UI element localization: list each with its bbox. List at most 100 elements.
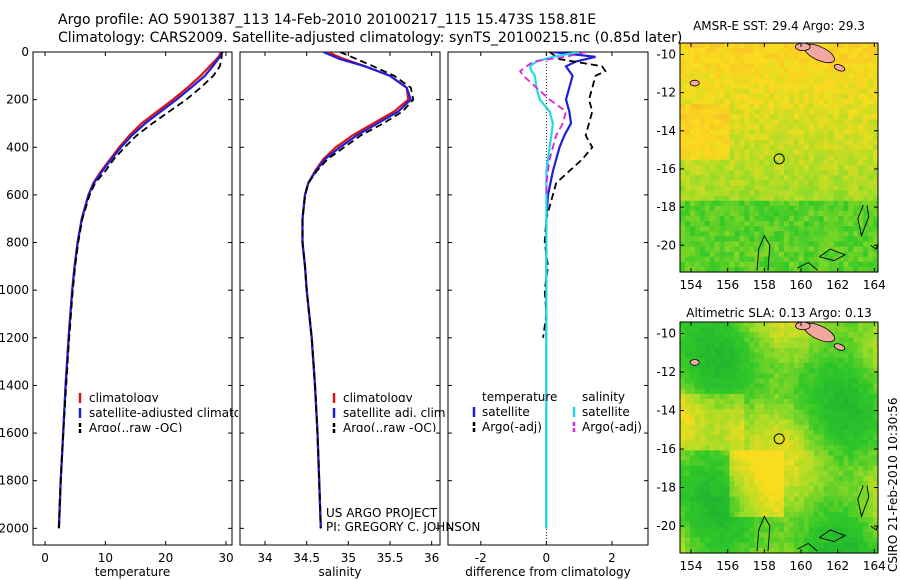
heatmap-cell: [749, 470, 755, 477]
heatmap-cell: [739, 547, 745, 554]
heatmap-cell: [759, 527, 765, 534]
heatmap-cell: [769, 104, 775, 110]
heatmap-cell: [858, 429, 864, 436]
heatmap-cell: [739, 511, 745, 518]
heatmap-cell: [848, 460, 854, 467]
heatmap-cell: [694, 139, 701, 146]
heatmap-cell: [689, 506, 696, 513]
heatmap-cell: [714, 368, 721, 374]
heatmap-cell: [823, 261, 830, 268]
heatmap-cell: [694, 124, 701, 131]
heatmap-cell: [858, 327, 864, 333]
heatmap-cell: [853, 357, 859, 364]
heatmap-cell: [818, 465, 825, 472]
heatmap-cell: [798, 388, 805, 395]
heatmap-cell: [759, 175, 765, 181]
heatmap-cell: [759, 236, 765, 243]
heatmap-cell: [714, 481, 721, 487]
heatmap-cell: [709, 93, 716, 100]
heatmap-cell: [783, 63, 790, 70]
heatmap-cell: [704, 409, 711, 415]
heatmap-cell: [798, 393, 805, 400]
heatmap-cell: [803, 175, 810, 181]
heatmap-cell: [729, 337, 736, 344]
heatmap-cell: [689, 221, 696, 227]
heatmap-cell: [873, 393, 879, 400]
heatmap-cell: [749, 190, 755, 197]
heatmap-cell: [818, 236, 825, 243]
heatmap-cell: [793, 48, 800, 54]
heatmap-cell: [853, 210, 859, 217]
heatmap-cell: [868, 378, 874, 385]
heatmap-cell: [818, 547, 825, 554]
heatmap-cell: [759, 73, 765, 80]
heatmap-cell: [739, 175, 745, 181]
heatmap-cell: [749, 322, 755, 328]
heatmap-cell: [769, 465, 775, 472]
heatmap-cell: [709, 205, 716, 212]
heatmap-cell: [813, 476, 820, 482]
heatmap-cell: [833, 532, 839, 539]
heatmap-cell: [873, 399, 879, 405]
heatmap-cell: [798, 93, 805, 100]
heatmap-cell: [798, 134, 805, 141]
heatmap-cell: [828, 399, 835, 405]
heatmap-cell: [873, 373, 879, 380]
heatmap-cell: [754, 496, 760, 503]
heatmap-cell: [724, 78, 731, 85]
heatmap-cell: [779, 527, 785, 534]
heatmap-cell: [853, 547, 859, 554]
heatmap-cell: [783, 185, 790, 192]
heatmap-cell: [684, 236, 691, 243]
heatmap-cell: [808, 486, 815, 492]
heatmap-cell: [798, 78, 805, 85]
heatmap-cell: [774, 506, 780, 513]
heatmap-cell: [868, 429, 874, 436]
heatmap-cell: [868, 246, 874, 253]
heatmap-cell: [684, 419, 691, 426]
heatmap-cell: [739, 363, 745, 369]
heatmap-cell: [764, 190, 770, 197]
heatmap-cell: [739, 424, 745, 431]
heatmap-cell: [798, 481, 805, 487]
heatmap-cell: [699, 149, 706, 156]
heatmap-cell: [858, 83, 864, 90]
heatmap-cell: [694, 119, 701, 126]
heatmap-cell: [793, 114, 800, 120]
heatmap-cell: [813, 414, 820, 421]
heatmap-cell: [764, 119, 770, 126]
heatmap-cell: [873, 266, 879, 273]
heatmap-cell: [769, 327, 775, 333]
heatmap-cell: [739, 537, 745, 544]
heatmap-cell: [813, 83, 820, 90]
heatmap-cell: [680, 440, 686, 446]
heatmap-cell: [853, 455, 859, 462]
heatmap-cell: [779, 83, 785, 90]
heatmap-cell: [818, 43, 825, 49]
heatmap-cell: [798, 424, 805, 431]
heatmap-cell: [843, 261, 849, 268]
heatmap-cell: [843, 165, 849, 171]
heatmap-cell: [719, 409, 726, 415]
heatmap-cell: [764, 378, 770, 385]
heatmap-cell: [769, 170, 775, 176]
heatmap-cell: [853, 83, 859, 90]
heatmap-cell: [803, 251, 810, 258]
heatmap-cell: [714, 388, 721, 395]
heatmap-cell: [729, 352, 736, 359]
heatmap-cell: [868, 256, 874, 263]
heatmap-cell: [788, 93, 795, 100]
heatmap-cell: [734, 149, 740, 156]
heatmap-cell: [793, 129, 800, 136]
heatmap-cell: [714, 160, 721, 166]
heatmap-cell: [764, 527, 770, 534]
heatmap-cell: [853, 221, 859, 227]
heatmap-cell: [734, 93, 740, 100]
map-y-tick-label: -16: [656, 442, 676, 456]
heatmap-cell: [680, 527, 686, 534]
heatmap-cell: [739, 322, 745, 328]
heatmap-cell: [689, 251, 696, 258]
map-x-tick-label: 164: [863, 278, 886, 292]
heatmap-cell: [843, 226, 849, 232]
